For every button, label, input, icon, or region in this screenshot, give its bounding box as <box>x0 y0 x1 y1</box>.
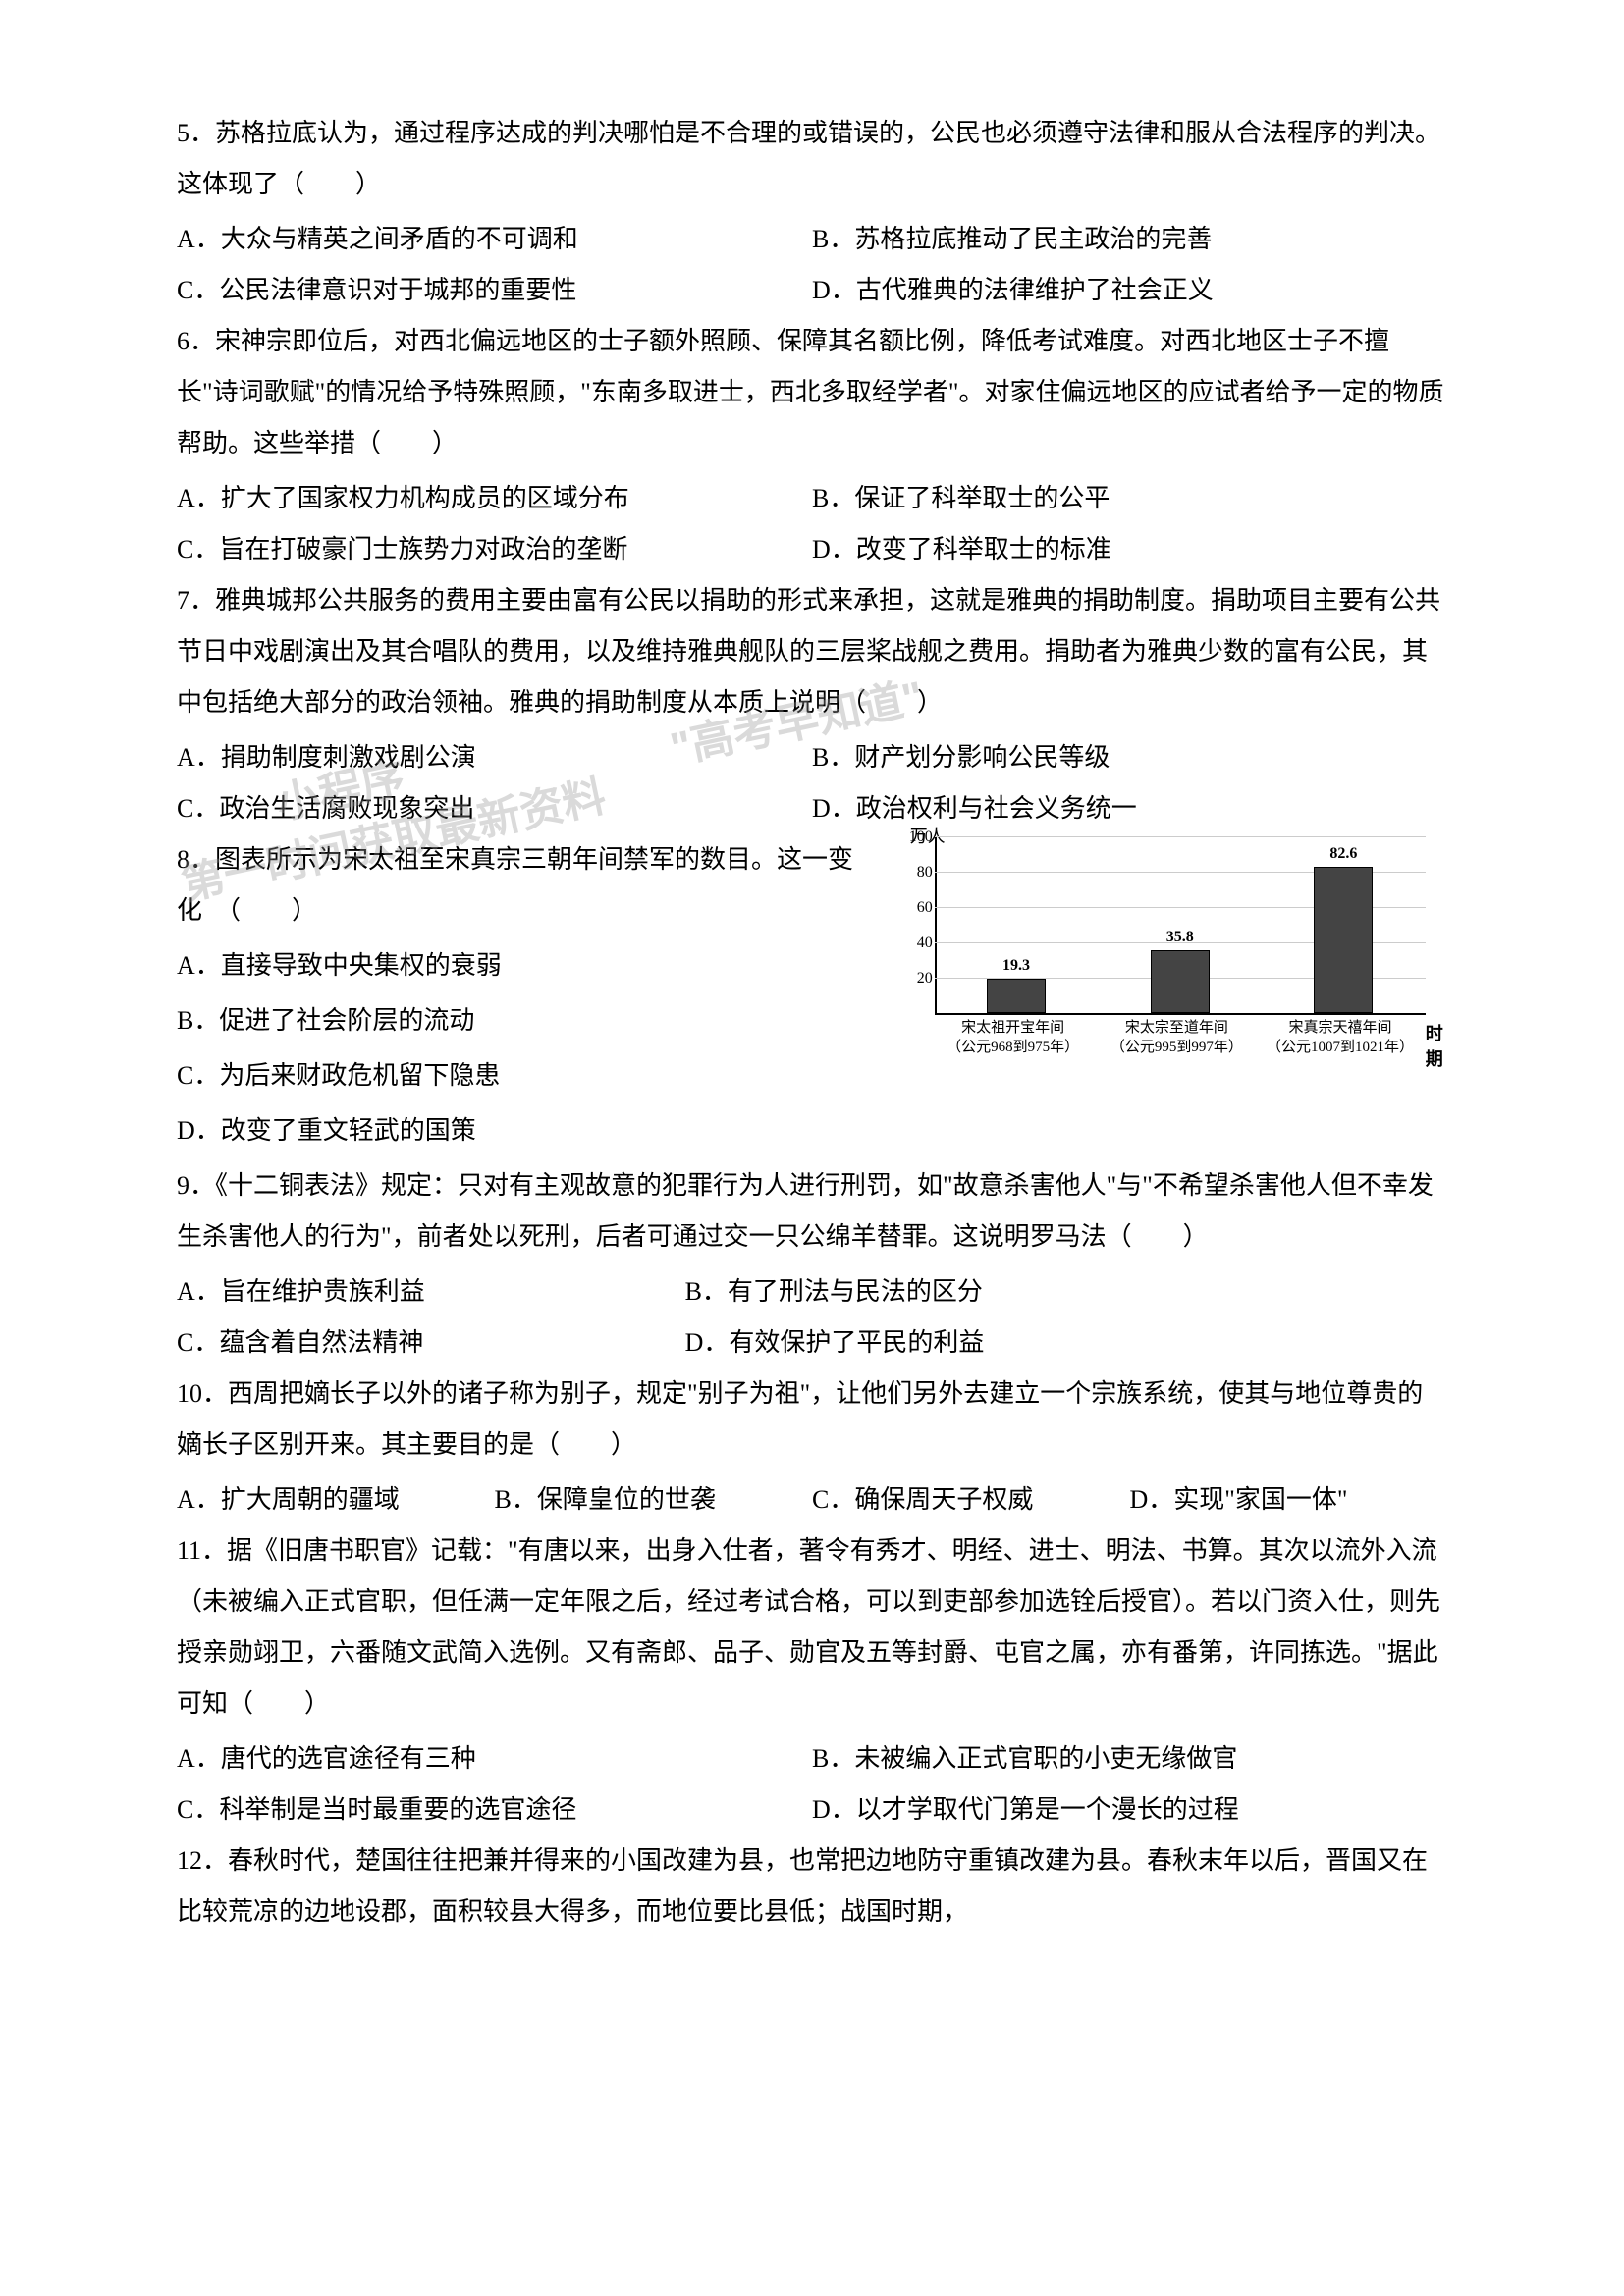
chart-bar <box>1314 867 1373 1013</box>
chart-y-tick: 60 <box>903 899 933 917</box>
q6-opt-a: A．扩大了国家权力机构成员的区域分布 <box>177 473 812 524</box>
q10-opt-b: B．保障皇位的世袭 <box>495 1474 813 1525</box>
chart-bar <box>1151 950 1210 1013</box>
q10-opt-a: A．扩大周朝的疆域 <box>177 1474 495 1525</box>
chart-y-axis <box>935 836 937 1013</box>
q9-opt-a: A．旨在维护贵族利益 <box>177 1266 685 1317</box>
chart-bar-label: 19.3 <box>977 957 1056 975</box>
chart-x-category: 宋太宗至道年间（公元995到997年） <box>1098 1019 1255 1057</box>
chart-x-category: 宋太祖开宝年间（公元968到975年） <box>935 1019 1092 1057</box>
q6-row2: C．旨在打破豪门士族势力对政治的垄断 D．改变了科举取士的标准 <box>177 524 1447 575</box>
q7-row1: A．捐助制度刺激戏剧公演 B．财产划分影响公民等级 <box>177 732 1447 783</box>
q8-left: 8．图表所示为宋太祖至宋真宗三朝年间禁军的数目。这一变化 （ ） A．直接导致中… <box>177 834 876 1160</box>
q6-text: 6．宋神宗即位后，对西北偏远地区的士子额外照顾、保障其名额比例，降低考试难度。对… <box>177 316 1447 469</box>
q9-text: 9．《十二铜表法》规定：只对有主观故意的犯罪行为人进行刑罚，如"故意杀害他人"与… <box>177 1160 1447 1262</box>
q5-text: 5．苏格拉底认为，通过程序达成的判决哪怕是不合理的或错误的，公民也必须遵守法律和… <box>177 108 1447 210</box>
chart-x-label: 时期 <box>1426 1020 1447 1071</box>
q11-row1: A．唐代的选官途径有三种 B．未被编入正式官职的小吏无缘做官 <box>177 1734 1447 1785</box>
q11-opt-c: C．科举制是当时最重要的选官途径 <box>177 1785 812 1836</box>
chart-bar-label: 35.8 <box>1141 929 1219 946</box>
q11-opt-d: D．以才学取代门第是一个漫长的过程 <box>812 1785 1447 1836</box>
q5-row2: C．公民法律意识对于城邦的重要性 D．古代雅典的法律维护了社会正义 <box>177 265 1447 316</box>
q11-row2: C．科举制是当时最重要的选官途径 D．以才学取代门第是一个漫长的过程 <box>177 1785 1447 1836</box>
q6-opt-d: D．改变了科举取士的标准 <box>812 524 1447 575</box>
q10-opt-c: C．确保周天子权威 <box>812 1474 1130 1525</box>
q8-opt-b: B．促进了社会阶层的流动 <box>177 995 876 1046</box>
chart-y-tick: 40 <box>903 934 933 952</box>
q11-text: 11．据《旧唐书职官》记载："有唐以来，出身入仕者，著令有秀才、明经、进士、明法… <box>177 1525 1447 1730</box>
q11-opt-b: B．未被编入正式官职的小吏无缘做官 <box>812 1734 1447 1785</box>
q5-opt-c: C．公民法律意识对于城邦的重要性 <box>177 265 812 316</box>
q10-text: 10．西周把嫡长子以外的诸子称为别子，规定"别子为祖"，让他们另外去建立一个宗族… <box>177 1368 1447 1470</box>
chart-bar-label: 82.6 <box>1304 845 1382 863</box>
q5-opt-a: A．大众与精英之间矛盾的不可调和 <box>177 214 812 265</box>
chart-x-axis <box>935 1013 1426 1015</box>
chart-x-category: 宋真宗天禧年间（公元1007到1021年） <box>1262 1019 1419 1057</box>
q8-text: 8．图表所示为宋太祖至宋真宗三朝年间禁军的数目。这一变化 （ ） <box>177 834 876 936</box>
q5-opt-d: D．古代雅典的法律维护了社会正义 <box>812 265 1447 316</box>
q7-text: 7．雅典城邦公共服务的费用主要由富有公民以捐助的形式来承担，这就是雅典的捐助制度… <box>177 575 1447 728</box>
q7-opt-a: A．捐助制度刺激戏剧公演 <box>177 732 812 783</box>
q10-row: A．扩大周朝的疆域 B．保障皇位的世袭 C．确保周天子权威 D．实现"家国一体" <box>177 1474 1447 1525</box>
bar-chart: 万人时期2040608010019.3宋太祖开宝年间（公元968到975年）35… <box>876 825 1447 1070</box>
q6-row1: A．扩大了国家权力机构成员的区域分布 B．保证了科举取士的公平 <box>177 473 1447 524</box>
q6-opt-c: C．旨在打破豪门士族势力对政治的垄断 <box>177 524 812 575</box>
q8-container: 8．图表所示为宋太祖至宋真宗三朝年间禁军的数目。这一变化 （ ） A．直接导致中… <box>177 834 1447 1160</box>
q9-opt-c: C．蕴含着自然法精神 <box>177 1317 685 1368</box>
q7-opt-c: C．政治生活腐败现象突出 <box>177 783 812 834</box>
q12-text: 12．春秋时代，楚国往往把兼并得来的小国改建为县，也常把边地防守重镇改建为县。春… <box>177 1836 1447 1938</box>
q5-row1: A．大众与精英之间矛盾的不可调和 B．苏格拉底推动了民主政治的完善 <box>177 214 1447 265</box>
chart-y-tick: 20 <box>903 970 933 988</box>
chart-gridline <box>935 836 1426 837</box>
q9-row1: A．旨在维护贵族利益 B．有了刑法与民法的区分 <box>177 1266 1447 1317</box>
q9-row2: C．蕴含着自然法精神 D．有效保护了平民的利益 <box>177 1317 1447 1368</box>
q7-opt-b: B．财产划分影响公民等级 <box>812 732 1447 783</box>
q8-opt-c: C．为后来财政危机留下隐患 <box>177 1050 876 1101</box>
q9-opt-b: B．有了刑法与民法的区分 <box>685 1266 1447 1317</box>
chart-y-tick: 100 <box>903 828 933 846</box>
q5-opt-b: B．苏格拉底推动了民主政治的完善 <box>812 214 1447 265</box>
chart-y-tick: 80 <box>903 864 933 881</box>
q10-opt-d: D．实现"家国一体" <box>1130 1474 1448 1525</box>
q8-opt-a: A．直接导致中央集权的衰弱 <box>177 940 876 991</box>
q9-opt-d: D．有效保护了平民的利益 <box>685 1317 1447 1368</box>
q6-opt-b: B．保证了科举取士的公平 <box>812 473 1447 524</box>
q11-opt-a: A．唐代的选官途径有三种 <box>177 1734 812 1785</box>
chart-bar <box>987 979 1046 1013</box>
q8-opt-d: D．改变了重文轻武的国策 <box>177 1105 876 1156</box>
